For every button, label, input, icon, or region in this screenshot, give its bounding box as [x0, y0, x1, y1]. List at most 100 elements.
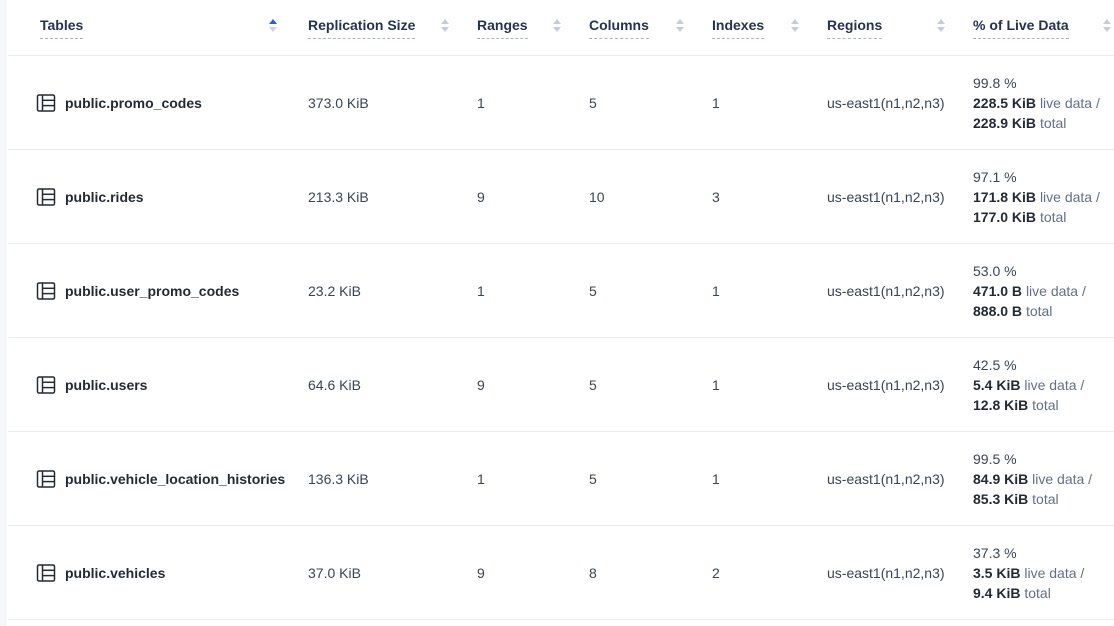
live-data-percent: 99.8 %: [973, 74, 1017, 91]
table-row: public.vehicle_location_histories 136.3 …: [8, 432, 1114, 526]
total-data-amount: 9.4 KiB: [973, 584, 1021, 601]
total-data-amount: 228.9 KiB: [973, 114, 1037, 131]
table-name-link[interactable]: public.vehicles: [65, 564, 166, 581]
regions-cell: us-east1(n1,n2,n3): [827, 282, 945, 299]
live-data-amount: 171.8 KiB: [973, 188, 1037, 205]
column-header-columns[interactable]: Columns: [577, 17, 700, 39]
indexes-cell: 1: [712, 94, 720, 111]
live-data-label: live data /: [1032, 470, 1093, 487]
indexes-cell: 1: [712, 470, 720, 487]
regions-cell: us-east1(n1,n2,n3): [827, 94, 945, 111]
ranges-cell: 9: [477, 376, 485, 393]
table-row: public.promo_codes 373.0 KiB 1 5 1 us-ea…: [8, 56, 1114, 150]
table-row: public.user_promo_codes 23.2 KiB 1 5 1 u…: [8, 244, 1114, 338]
live-data-label: live data /: [1024, 376, 1085, 393]
sort-asc-icon[interactable]: [269, 19, 277, 32]
table-row: public.users 64.6 KiB 9 5 1 us-east1(n1,…: [8, 338, 1114, 432]
total-data-label: total: [1025, 302, 1053, 319]
total-data-label: total: [1024, 584, 1051, 601]
ranges-cell: 1: [477, 94, 485, 111]
live-data-percent: 37.3 %: [973, 544, 1017, 561]
column-header-live-data[interactable]: % of Live Data: [961, 17, 1114, 39]
indexes-cell: 1: [712, 282, 720, 299]
total-data-amount: 12.8 KiB: [973, 396, 1029, 413]
tables-table: Tables Replication Size Ranges Columns I…: [8, 0, 1114, 620]
live-data-cell: 99.5 % 84.9 KiB live data / 85.3 KiB tot…: [961, 449, 1114, 509]
live-data-amount: 84.9 KiB: [973, 470, 1029, 487]
sort-icon[interactable]: [937, 19, 945, 32]
sort-icon[interactable]: [676, 19, 684, 32]
replication-size-cell: 136.3 KiB: [308, 470, 369, 487]
column-header-tables[interactable]: Tables: [8, 17, 296, 39]
indexes-cell: 2: [712, 564, 720, 581]
table-icon: [36, 469, 56, 489]
column-header-label: % of Live Data: [973, 17, 1069, 39]
column-header-label: Tables: [40, 17, 84, 39]
total-data-amount: 85.3 KiB: [973, 490, 1029, 507]
regions-cell: us-east1(n1,n2,n3): [827, 470, 945, 487]
ranges-cell: 9: [477, 564, 485, 581]
table-name-link[interactable]: public.vehicle_location_histories: [65, 470, 286, 487]
live-data-label: live data /: [1025, 282, 1086, 299]
total-data-label: total: [1039, 114, 1067, 131]
replication-size-cell: 37.0 KiB: [308, 564, 361, 581]
total-data-amount: 177.0 KiB: [973, 208, 1037, 225]
regions-cell: us-east1(n1,n2,n3): [827, 376, 945, 393]
total-data-label: total: [1039, 208, 1067, 225]
column-header-replication-size[interactable]: Replication Size: [296, 17, 465, 39]
table-name-link[interactable]: public.users: [65, 376, 148, 393]
table-row: public.vehicles 37.0 KiB 9 8 2 us-east1(…: [8, 526, 1114, 620]
sort-icon[interactable]: [441, 19, 449, 32]
live-data-percent: 99.5 %: [973, 450, 1017, 467]
indexes-cell: 1: [712, 376, 720, 393]
columns-cell: 5: [589, 470, 597, 487]
replication-size-cell: 64.6 KiB: [308, 376, 361, 393]
live-data-label: live data /: [1024, 564, 1085, 581]
column-header-indexes[interactable]: Indexes: [700, 17, 815, 39]
live-data-amount: 228.5 KiB: [973, 94, 1037, 111]
columns-cell: 8: [589, 564, 597, 581]
sort-icon[interactable]: [791, 19, 799, 32]
ranges-cell: 9: [477, 188, 485, 205]
table-name-link[interactable]: public.user_promo_codes: [65, 282, 240, 299]
live-data-cell: 99.8 % 228.5 KiB live data / 228.9 KiB t…: [961, 73, 1114, 133]
header-row: Tables Replication Size Ranges Columns I…: [8, 0, 1114, 56]
column-header-ranges[interactable]: Ranges: [465, 17, 577, 39]
table-icon: [36, 93, 56, 113]
total-data-label: total: [1032, 396, 1059, 413]
live-data-amount: 5.4 KiB: [973, 376, 1021, 393]
columns-cell: 10: [589, 188, 605, 205]
live-data-amount: 471.0 B: [973, 282, 1023, 299]
replication-size-cell: 213.3 KiB: [308, 188, 369, 205]
sort-icon[interactable]: [1103, 19, 1111, 32]
ranges-cell: 1: [477, 282, 485, 299]
live-data-cell: 97.1 % 171.8 KiB live data / 177.0 KiB t…: [961, 167, 1114, 227]
live-data-cell: 53.0 % 471.0 B live data / 888.0 B total: [961, 261, 1114, 321]
sort-icon[interactable]: [553, 19, 561, 32]
total-data-label: total: [1032, 490, 1059, 507]
live-data-label: live data /: [1039, 94, 1100, 111]
table-name-link[interactable]: public.promo_codes: [65, 94, 202, 111]
columns-cell: 5: [589, 376, 597, 393]
live-data-amount: 3.5 KiB: [973, 564, 1021, 581]
columns-cell: 5: [589, 94, 597, 111]
indexes-cell: 3: [712, 188, 720, 205]
columns-cell: 5: [589, 282, 597, 299]
column-header-label: Columns: [589, 17, 649, 39]
table-row: public.rides 213.3 KiB 9 10 3 us-east1(n…: [8, 150, 1114, 244]
column-header-regions[interactable]: Regions: [815, 17, 961, 39]
live-data-percent: 53.0 %: [973, 262, 1017, 279]
table-icon: [36, 375, 56, 395]
regions-cell: us-east1(n1,n2,n3): [827, 188, 945, 205]
ranges-cell: 1: [477, 470, 485, 487]
replication-size-cell: 373.0 KiB: [308, 94, 369, 111]
table-name-link[interactable]: public.rides: [65, 188, 144, 205]
regions-cell: us-east1(n1,n2,n3): [827, 564, 945, 581]
column-header-label: Regions: [827, 17, 883, 39]
total-data-amount: 888.0 B: [973, 302, 1023, 319]
table-icon: [36, 187, 56, 207]
live-data-cell: 42.5 % 5.4 KiB live data / 12.8 KiB tota…: [961, 355, 1114, 415]
table-icon: [36, 563, 56, 583]
column-header-label: Indexes: [712, 17, 765, 39]
live-data-label: live data /: [1039, 188, 1100, 205]
